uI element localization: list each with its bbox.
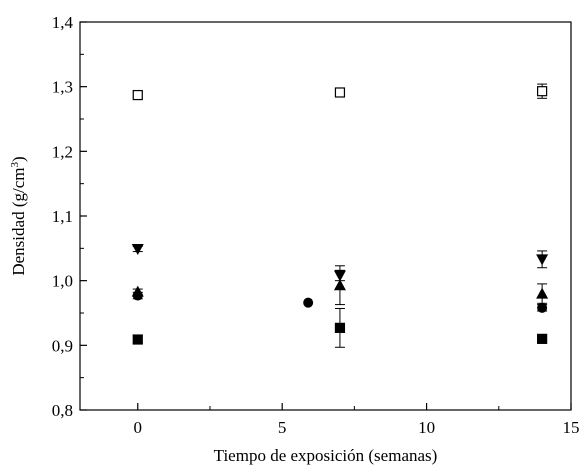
data-point-square xyxy=(132,334,143,345)
y-tick-label: 1,1 xyxy=(52,207,73,226)
data-point-triangle-up xyxy=(536,287,549,299)
data-marks xyxy=(131,83,549,348)
y-tick-label: 0,9 xyxy=(52,336,73,355)
y-axis-title-close: ) xyxy=(9,156,28,162)
y-axis-title: Densidad (g/cm3) xyxy=(9,156,28,275)
data-point-square-open xyxy=(537,86,548,97)
y-tick-label: 1,2 xyxy=(52,142,73,161)
data-point-circle xyxy=(303,297,314,308)
ticks: 0 5 10 15 0,8 0,9 1,0 1,1 1,2 1,3 1,4 xyxy=(52,13,580,437)
data-point-circle xyxy=(132,290,143,301)
data-point-square-open xyxy=(132,89,143,101)
data-point-triangle-up xyxy=(333,279,346,291)
plot-frame xyxy=(79,21,572,411)
x-tick-label: 5 xyxy=(278,418,287,437)
y-axis-title-text: Densidad (g/cm xyxy=(9,168,28,276)
data-point-square xyxy=(537,333,548,344)
x-tick-label: 0 xyxy=(134,418,143,437)
y-tick-label: 0,8 xyxy=(52,401,73,420)
x-axis-title: Tiempo de exposición (semanas) xyxy=(214,446,438,465)
data-point-triangle-down xyxy=(131,243,144,255)
data-point-square xyxy=(334,322,346,333)
y-tick-label: 1,0 xyxy=(52,272,73,291)
y-tick-label: 1,4 xyxy=(52,13,74,32)
data-point-triangle-down xyxy=(536,254,549,266)
data-point-square-open xyxy=(334,87,346,98)
x-tick-label: 15 xyxy=(563,418,580,437)
axes xyxy=(79,21,572,411)
y-axis-title-superscript: 3 xyxy=(9,162,21,168)
y-tick-label: 1,3 xyxy=(52,78,73,97)
data-point-circle xyxy=(537,302,548,313)
x-tick-label: 10 xyxy=(418,418,435,437)
